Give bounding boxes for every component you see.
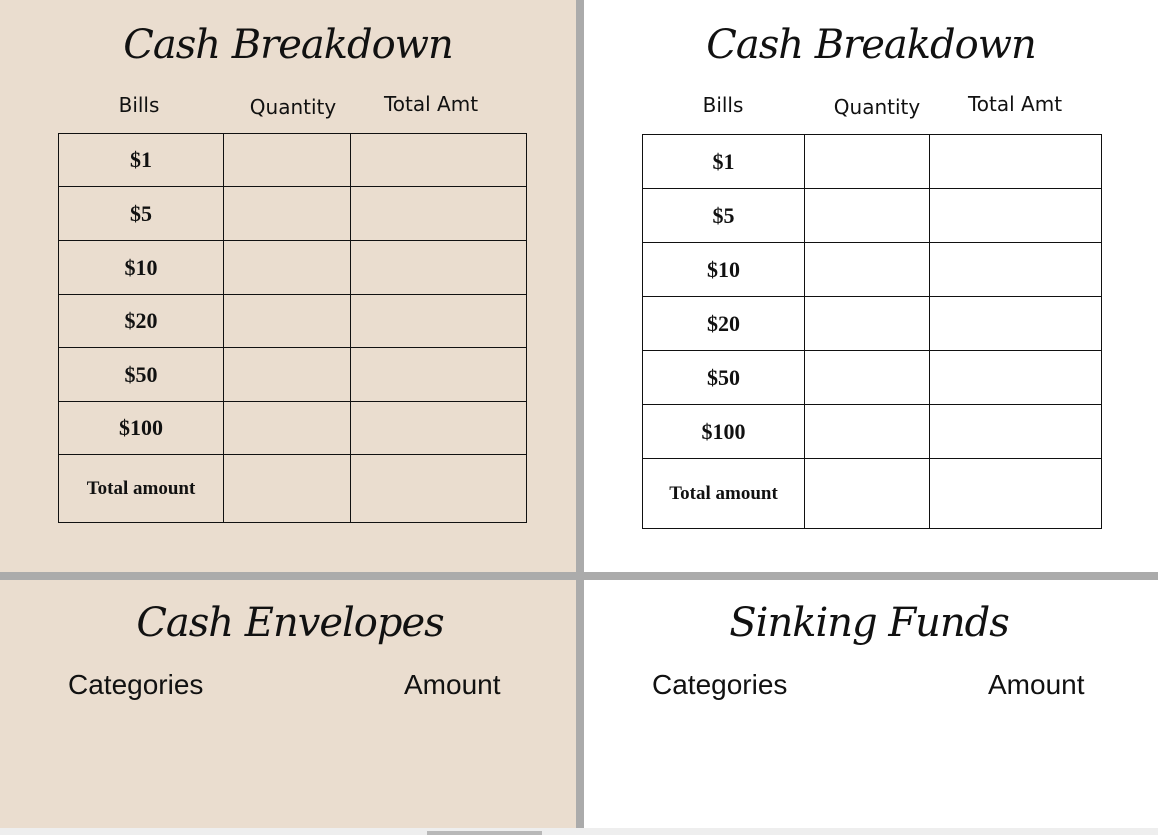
table-row: $100: [58, 401, 527, 455]
panel-title: Cash Envelopes: [136, 600, 444, 646]
table-row: $50: [642, 350, 1102, 405]
quantity-cell[interactable]: [804, 296, 930, 351]
total-cell[interactable]: [929, 242, 1102, 297]
quantity-cell[interactable]: [804, 404, 930, 459]
table-row: Total amount: [58, 454, 527, 523]
cash-breakdown-panel-right: Cash Breakdown Bills Quantity Total Amt …: [584, 0, 1158, 572]
scrollbar-thumb[interactable]: [427, 831, 542, 835]
bill-label: $20: [58, 294, 224, 348]
quantity-cell[interactable]: [223, 294, 351, 348]
panel-title: Cash Breakdown: [706, 22, 1036, 68]
total-cell[interactable]: [350, 186, 527, 241]
header-quantity: Quantity: [249, 95, 337, 119]
bill-label: Total amount: [642, 458, 805, 529]
panel-title: Cash Breakdown: [123, 22, 453, 68]
column-categories: Categories: [652, 669, 788, 700]
total-cell[interactable]: [350, 240, 527, 295]
quantity-cell[interactable]: [223, 186, 351, 241]
quantity-cell[interactable]: [804, 188, 930, 243]
bill-label: $20: [642, 296, 805, 351]
total-cell[interactable]: [929, 458, 1102, 529]
bill-label: $10: [58, 240, 224, 295]
table-row: $50: [58, 347, 527, 402]
bill-label: $5: [642, 188, 805, 243]
bill-label: $50: [58, 347, 224, 402]
table-row: $10: [642, 242, 1102, 297]
cash-breakdown-table: $1 $5 $10 $20 $50 $100 Total amount: [58, 133, 527, 523]
bill-label: $100: [642, 404, 805, 459]
table-row: $20: [642, 296, 1102, 351]
table-row: $1: [642, 134, 1102, 189]
header-total-amt: Total Amt: [383, 92, 479, 116]
sinking-funds-panel: Sinking Funds Categories Amount: [584, 580, 1158, 828]
table-row: $10: [58, 240, 527, 295]
quantity-cell[interactable]: [223, 454, 351, 523]
bill-label: $1: [58, 133, 224, 187]
header-quantity: Quantity: [833, 95, 921, 119]
bill-label: $50: [642, 350, 805, 405]
panel-title: Sinking Funds: [729, 600, 1009, 646]
quantity-cell[interactable]: [804, 134, 930, 189]
total-cell[interactable]: [929, 404, 1102, 459]
bill-label: $5: [58, 186, 224, 241]
bill-label: $10: [642, 242, 805, 297]
table-row: $100: [642, 404, 1102, 459]
column-categories: Categories: [68, 669, 204, 700]
total-cell[interactable]: [350, 401, 527, 455]
bill-label: Total amount: [58, 454, 224, 523]
header-total-amt: Total Amt: [967, 92, 1063, 116]
table-row: $1: [58, 133, 527, 187]
header-bills: Bills: [118, 93, 160, 117]
quantity-cell[interactable]: [223, 347, 351, 402]
column-amount: Amount: [988, 669, 1085, 700]
table-row: Total amount: [642, 458, 1102, 529]
table-row: $20: [58, 294, 527, 348]
cash-breakdown-panel-left: Cash Breakdown Bills Quantity Total Amt …: [0, 0, 576, 572]
table-row: $5: [642, 188, 1102, 243]
column-amount: Amount: [404, 669, 501, 700]
quantity-cell[interactable]: [804, 350, 930, 405]
horizontal-scrollbar[interactable]: [0, 828, 1158, 835]
cash-breakdown-table: $1 $5 $10 $20 $50 $100 Total amount: [642, 134, 1102, 529]
quantity-cell[interactable]: [223, 133, 351, 187]
total-cell[interactable]: [929, 296, 1102, 351]
header-bills: Bills: [702, 93, 744, 117]
total-cell[interactable]: [929, 134, 1102, 189]
total-cell[interactable]: [350, 133, 527, 187]
bill-label: $1: [642, 134, 805, 189]
total-cell[interactable]: [350, 294, 527, 348]
cash-envelopes-panel: Cash Envelopes Categories Amount: [0, 580, 576, 828]
total-cell[interactable]: [929, 350, 1102, 405]
bill-label: $100: [58, 401, 224, 455]
quantity-cell[interactable]: [804, 458, 930, 529]
quantity-cell[interactable]: [804, 242, 930, 297]
quantity-cell[interactable]: [223, 401, 351, 455]
total-cell[interactable]: [929, 188, 1102, 243]
total-cell[interactable]: [350, 454, 527, 523]
total-cell[interactable]: [350, 347, 527, 402]
table-row: $5: [58, 186, 527, 241]
quantity-cell[interactable]: [223, 240, 351, 295]
